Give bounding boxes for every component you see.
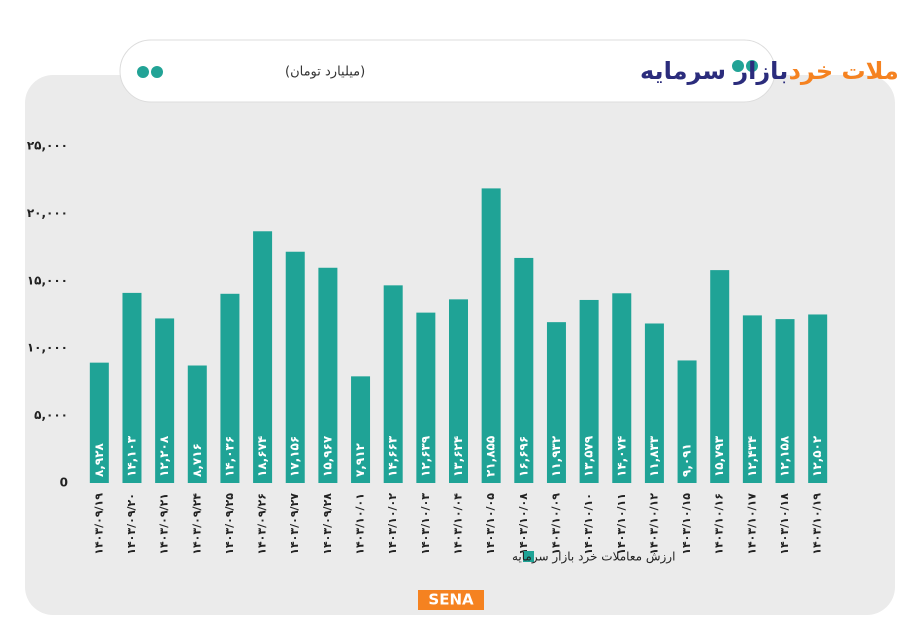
bar (612, 293, 632, 483)
x-tick-label: ۱۴۰۳/۱۰/۰۴ (452, 493, 465, 555)
y-tick-label: ۵,۰۰۰ (34, 408, 68, 422)
legend-swatch (523, 551, 534, 562)
logo-box (418, 590, 484, 610)
x-tick-label: ۱۴۰۳/۰۹/۲۷ (288, 493, 301, 555)
bar (220, 293, 240, 483)
value-label: ۱۵,۹۶۷ (320, 435, 334, 477)
value-label: ۱۴,۰۷۴ (614, 436, 628, 477)
value-label: ۹,۰۹۱ (680, 443, 694, 477)
x-tick-label: ۱۴۰۳/۱۰/۰۳ (419, 493, 432, 555)
y-tick-label: ۱۰,۰۰۰ (27, 341, 68, 355)
value-label: ۱۴,۱۰۳ (124, 435, 138, 477)
title-pill (119, 39, 776, 103)
x-tick-label: ۱۴۰۳/۱۰/۰۲ (386, 493, 399, 555)
value-label: ۱۲,۴۳۴ (745, 436, 759, 477)
x-tick-label: ۱۴۰۳/۰۹/۲۶ (256, 493, 269, 555)
bar (253, 231, 273, 483)
value-label: ۱۳,۶۲۴ (451, 436, 465, 477)
value-label: ۱۴,۶۶۳ (386, 435, 400, 477)
value-label: ۱۱,۸۳۳ (647, 435, 661, 477)
value-label: ۸,۷۱۶ (190, 443, 204, 477)
x-tick-label: ۱۴۰۳/۰۹/۱۹ (92, 493, 105, 555)
y-tick-label: ۲۰,۰۰۰ (27, 206, 68, 220)
x-tick-label: ۱۴۰۳/۱۰/۰۹ (549, 493, 562, 555)
value-label: ۱۸,۶۷۴ (255, 436, 269, 477)
x-tick-label: ۱۴۰۳/۱۰/۱۶ (713, 493, 726, 555)
bar (155, 318, 175, 483)
bar (122, 292, 142, 483)
chart-unit: (میلیارد تومان) (285, 65, 365, 80)
x-tick-label: ۱۴۰۳/۱۰/۱۷ (745, 493, 758, 555)
value-label: ۷,۹۱۲ (353, 442, 367, 477)
x-tick-label: ۱۴۰۳/۱۰/۱۵ (680, 493, 693, 555)
value-label: ۲۱,۸۵۵ (484, 436, 498, 477)
x-tick-label: ۱۴۰۳/۱۰/۱۹ (811, 493, 824, 555)
value-label: ۱۲,۲۰۸ (157, 435, 171, 477)
x-tick-label: ۱۴۰۳/۰۹/۲۴ (190, 493, 203, 555)
x-tick-label: ۱۴۰۳/۱۰/۰۵ (484, 493, 497, 555)
title-highlight: ارزش معاملات خرد (789, 57, 900, 85)
x-tick-label: ۱۴۰۳/۱۰/۰۸ (517, 493, 530, 555)
bar (351, 376, 371, 483)
value-label: ۱۲,۵۰۲ (810, 435, 824, 477)
x-tick-label: ۱۴۰۳/۰۹/۲۰ (125, 493, 138, 555)
bar (808, 314, 828, 483)
chart-title: ارزش معاملات خرد بازار سرمایه (640, 57, 900, 85)
title-main: بازار سرمایه (640, 57, 788, 85)
value-label: ۱۷,۱۵۶ (288, 436, 302, 477)
x-tick-label: ۱۴۰۳/۰۹/۲۸ (321, 493, 334, 555)
x-tick-label: ۱۴۰۳/۱۰/۱۱ (615, 493, 628, 555)
bar (775, 319, 795, 483)
value-label: ۱۴,۰۳۶ (222, 436, 236, 477)
x-tick-label: ۱۴۰۳/۱۰/۰۱ (354, 493, 367, 555)
x-tick-label: ۱۴۰۳/۱۰/۱۰ (582, 493, 595, 555)
y-tick-label: 0 (60, 476, 68, 490)
legend-label: ارزش معاملات خرد بازار سرمایه (512, 550, 675, 565)
bar (546, 322, 566, 483)
x-tick-label: ۱۴۰۳/۱۰/۱۸ (778, 493, 791, 555)
quote-icon (137, 60, 758, 78)
bar (449, 299, 468, 483)
value-label: ۱۱,۹۳۲ (549, 435, 563, 477)
bar (742, 315, 762, 483)
bar (187, 365, 207, 483)
bar (383, 285, 403, 483)
value-label: ۱۵,۷۹۳ (712, 435, 726, 477)
bar (481, 188, 501, 484)
logo: SENA (428, 591, 474, 609)
x-tick-label: ۱۴۰۳/۰۹/۲۵ (223, 493, 236, 555)
value-label: ۱۲,۶۳۹ (418, 435, 432, 477)
x-tick-label: ۱۴۰۳/۱۰/۱۲ (647, 493, 660, 555)
bar (579, 299, 599, 483)
value-label: ۱۶,۶۹۶ (516, 436, 530, 477)
y-tick-label: ۲۵,۰۰۰ (27, 139, 68, 153)
y-tick-label: ۱۵,۰۰۰ (27, 273, 68, 287)
bar (677, 360, 697, 483)
bar (318, 267, 338, 483)
bar (285, 251, 305, 483)
bar (644, 323, 664, 483)
x-tick-label: ۱۴۰۳/۰۹/۲۱ (158, 493, 171, 555)
value-label: ۱۳,۵۷۹ (582, 435, 596, 477)
bar (514, 257, 534, 483)
bar (416, 312, 436, 483)
bar (89, 362, 109, 483)
value-label: ۱۲,۱۵۸ (778, 435, 792, 477)
value-label: ۸,۹۲۸ (92, 442, 106, 477)
bar (710, 270, 730, 483)
